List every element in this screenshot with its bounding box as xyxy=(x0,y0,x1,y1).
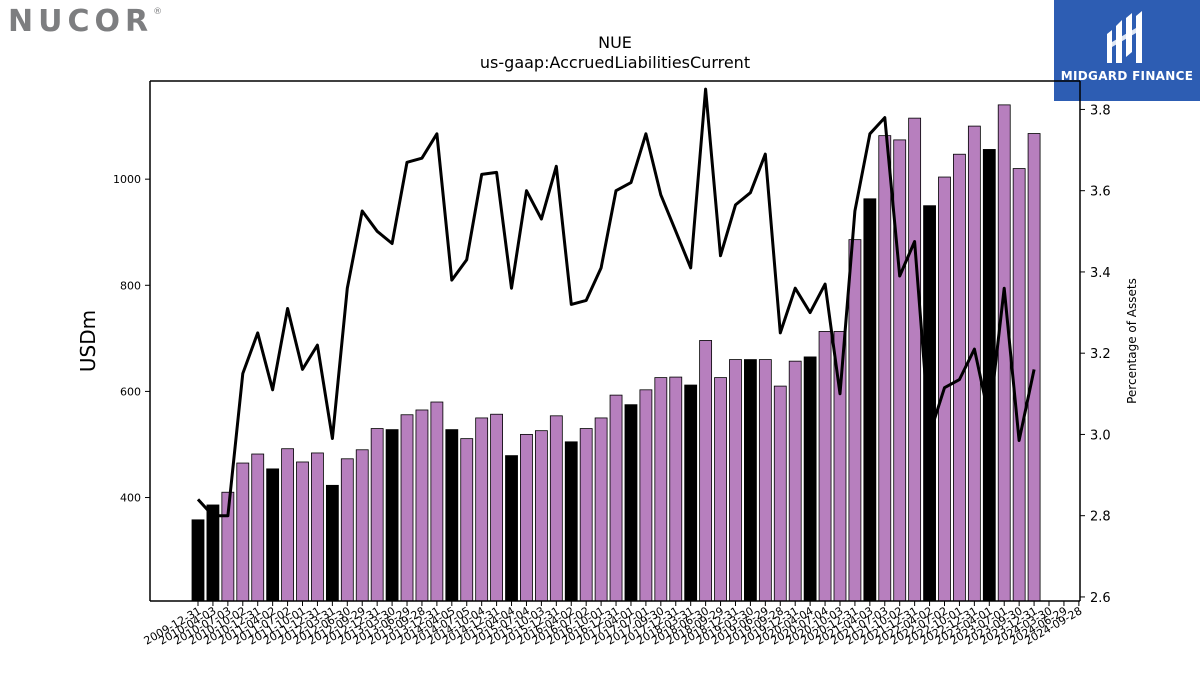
bar xyxy=(281,448,294,602)
y2-tick-label: 2.8 xyxy=(1090,510,1111,525)
line-series xyxy=(196,87,1036,518)
bar xyxy=(803,356,817,602)
bar xyxy=(1027,133,1041,602)
bar xyxy=(340,458,354,602)
bar xyxy=(639,389,653,602)
bar xyxy=(564,441,578,602)
chart-subtitle: us-gaap:AccruedLiabilitiesCurrent xyxy=(480,53,750,72)
bar xyxy=(699,340,713,602)
bar xyxy=(594,417,608,602)
bar xyxy=(893,139,907,602)
bar xyxy=(191,519,205,602)
bar-series xyxy=(191,104,1041,602)
nucor-logo-text: NUCOR xyxy=(8,4,154,39)
bar xyxy=(400,414,414,602)
bar xyxy=(549,415,563,602)
bar xyxy=(445,429,459,602)
bar xyxy=(863,198,877,602)
bar xyxy=(848,239,862,602)
bar xyxy=(609,394,623,602)
bar xyxy=(520,433,533,602)
nucor-logo: NUCOR® xyxy=(8,4,162,39)
midgard-emblem-icon xyxy=(1107,11,1142,63)
y-tick-label: 1000 xyxy=(113,173,141,186)
bar xyxy=(296,461,309,602)
bar xyxy=(311,452,324,602)
bar xyxy=(773,385,787,602)
bar xyxy=(758,359,772,602)
bar xyxy=(251,453,265,602)
bar xyxy=(684,384,698,602)
y-axis-label: USDm xyxy=(76,310,100,372)
bar xyxy=(505,455,518,602)
bar xyxy=(415,409,429,602)
y2-tick-label: 3.4 xyxy=(1090,266,1111,281)
axes: 40060080010002.62.83.03.23.43.63.82009-1… xyxy=(113,80,1111,648)
bar xyxy=(385,429,399,602)
bar xyxy=(654,377,668,602)
y2-tick-label: 2.6 xyxy=(1090,591,1111,606)
bar xyxy=(370,428,384,602)
bar xyxy=(534,430,548,602)
midgard-finance-logo: MIDGARD FINANCE xyxy=(1054,0,1200,101)
bar xyxy=(923,205,936,602)
bar xyxy=(206,504,220,602)
registered-mark: ® xyxy=(153,7,163,17)
y2-tick-label: 3.8 xyxy=(1090,103,1111,118)
bar xyxy=(878,135,892,602)
y2-tick-label: 3.2 xyxy=(1090,347,1111,362)
bar xyxy=(744,359,757,602)
bar xyxy=(908,117,922,602)
bar xyxy=(997,104,1011,602)
y-tick-label: 600 xyxy=(120,385,141,398)
chart-title: NUE xyxy=(598,33,632,52)
bar xyxy=(669,376,683,602)
bar xyxy=(818,331,832,602)
y-tick-label: 400 xyxy=(120,492,141,505)
bar xyxy=(355,449,369,602)
bar xyxy=(266,468,280,602)
bar xyxy=(325,484,339,602)
bar xyxy=(729,359,742,602)
bar xyxy=(714,377,727,602)
bar xyxy=(624,404,638,602)
bar xyxy=(490,413,504,602)
bar xyxy=(430,401,444,602)
bar xyxy=(460,438,474,602)
y2-tick-label: 3.6 xyxy=(1090,185,1111,200)
y-tick-label: 800 xyxy=(120,279,141,292)
bar xyxy=(236,462,250,602)
bar xyxy=(788,360,802,602)
bar xyxy=(475,417,489,602)
bar xyxy=(579,428,593,602)
midgard-finance-wordmark: MIDGARD FINANCE xyxy=(1060,69,1194,83)
y2-tick-label: 3.0 xyxy=(1090,428,1111,443)
percentage-line xyxy=(196,87,1036,518)
y2-axis-label: Percentage of Assets xyxy=(1125,278,1139,404)
